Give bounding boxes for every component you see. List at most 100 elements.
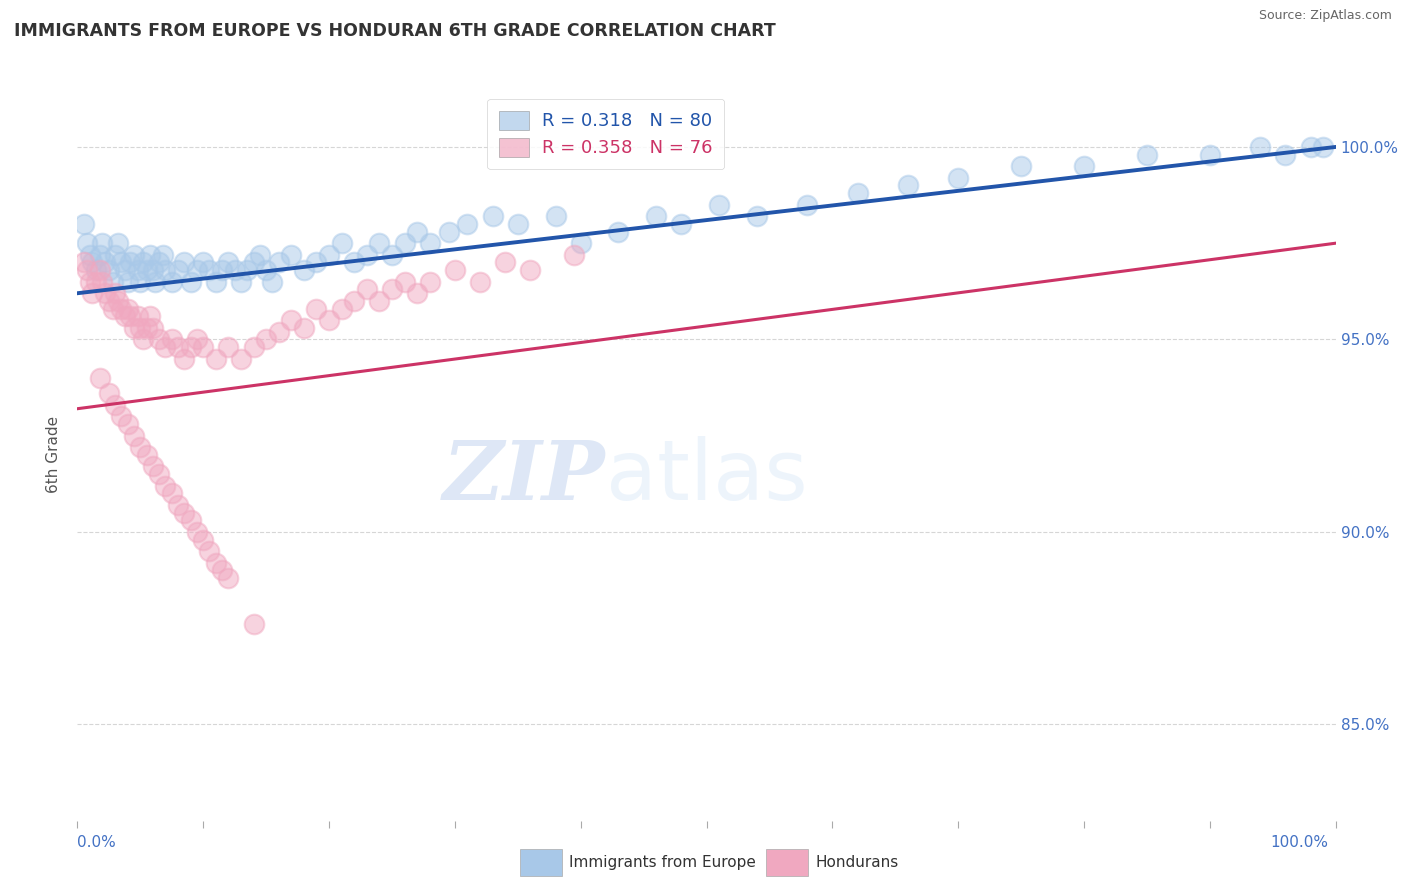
- Point: [948, 170, 970, 185]
- Point: [1274, 147, 1296, 161]
- Point: [217, 340, 239, 354]
- Point: [94, 255, 117, 269]
- Point: [180, 275, 202, 289]
- Point: [211, 263, 233, 277]
- Point: [343, 293, 366, 308]
- Text: Hondurans: Hondurans: [815, 855, 898, 870]
- Point: [82, 255, 104, 269]
- Point: [97, 263, 120, 277]
- Point: [143, 275, 166, 289]
- Point: [645, 209, 668, 223]
- Point: [242, 340, 264, 354]
- Point: [97, 386, 120, 401]
- Point: [456, 217, 478, 231]
- Point: [84, 263, 107, 277]
- Point: [506, 217, 529, 231]
- Point: [155, 263, 177, 277]
- Text: 100.0%: 100.0%: [1271, 836, 1329, 850]
- Point: [444, 263, 467, 277]
- Point: [381, 248, 404, 262]
- Point: [204, 275, 226, 289]
- Point: [167, 263, 190, 277]
- Point: [120, 255, 142, 269]
- Point: [104, 398, 127, 412]
- Point: [305, 255, 328, 269]
- Point: [180, 340, 202, 354]
- Point: [142, 321, 165, 335]
- Point: [229, 275, 252, 289]
- Point: [167, 498, 190, 512]
- Point: [155, 340, 177, 354]
- Point: [139, 310, 162, 324]
- Point: [262, 275, 284, 289]
- Point: [89, 263, 111, 277]
- Point: [406, 225, 429, 239]
- Point: [142, 263, 165, 277]
- Point: [211, 563, 233, 577]
- Point: [135, 448, 157, 462]
- Point: [76, 236, 98, 251]
- Point: [101, 301, 124, 316]
- Point: [897, 178, 920, 193]
- Point: [564, 248, 586, 262]
- Point: [569, 236, 592, 251]
- Point: [796, 197, 818, 211]
- Point: [82, 286, 104, 301]
- Text: atlas: atlas: [606, 436, 807, 517]
- Point: [305, 301, 328, 316]
- Point: [419, 275, 441, 289]
- Point: [122, 321, 145, 335]
- Y-axis label: 6th Grade: 6th Grade: [46, 417, 62, 493]
- Point: [91, 275, 114, 289]
- Point: [84, 275, 107, 289]
- Point: [186, 524, 208, 539]
- Point: [745, 209, 768, 223]
- Point: [381, 282, 404, 296]
- Point: [91, 236, 114, 251]
- Point: [94, 286, 117, 301]
- Point: [437, 225, 460, 239]
- Point: [292, 263, 315, 277]
- Point: [406, 286, 429, 301]
- Point: [104, 248, 127, 262]
- Point: [160, 333, 183, 347]
- Point: [97, 293, 120, 308]
- Point: [104, 286, 127, 301]
- Point: [139, 248, 162, 262]
- Point: [330, 301, 353, 316]
- Point: [114, 310, 136, 324]
- Point: [204, 556, 226, 570]
- Legend: R = 0.318   N = 80, R = 0.358   N = 76: R = 0.318 N = 80, R = 0.358 N = 76: [488, 99, 724, 169]
- Point: [846, 186, 869, 201]
- Point: [254, 263, 277, 277]
- Point: [1299, 140, 1322, 154]
- Point: [191, 340, 215, 354]
- Point: [117, 301, 139, 316]
- Point: [110, 301, 132, 316]
- Point: [1312, 140, 1334, 154]
- Point: [242, 617, 264, 632]
- Point: [1073, 159, 1095, 173]
- Point: [129, 321, 152, 335]
- Point: [267, 325, 290, 339]
- Point: [110, 409, 132, 424]
- Point: [117, 417, 139, 431]
- Point: [186, 263, 208, 277]
- Point: [186, 333, 208, 347]
- Point: [127, 310, 149, 324]
- Point: [122, 248, 145, 262]
- Point: [142, 459, 165, 474]
- Point: [198, 263, 221, 277]
- Point: [107, 293, 129, 308]
- Point: [254, 333, 277, 347]
- Point: [173, 351, 195, 366]
- Point: [72, 255, 94, 269]
- Point: [494, 255, 516, 269]
- Point: [707, 197, 730, 211]
- Point: [1249, 140, 1271, 154]
- Point: [135, 321, 157, 335]
- Point: [356, 248, 378, 262]
- Point: [76, 263, 98, 277]
- Point: [468, 275, 491, 289]
- Point: [148, 255, 170, 269]
